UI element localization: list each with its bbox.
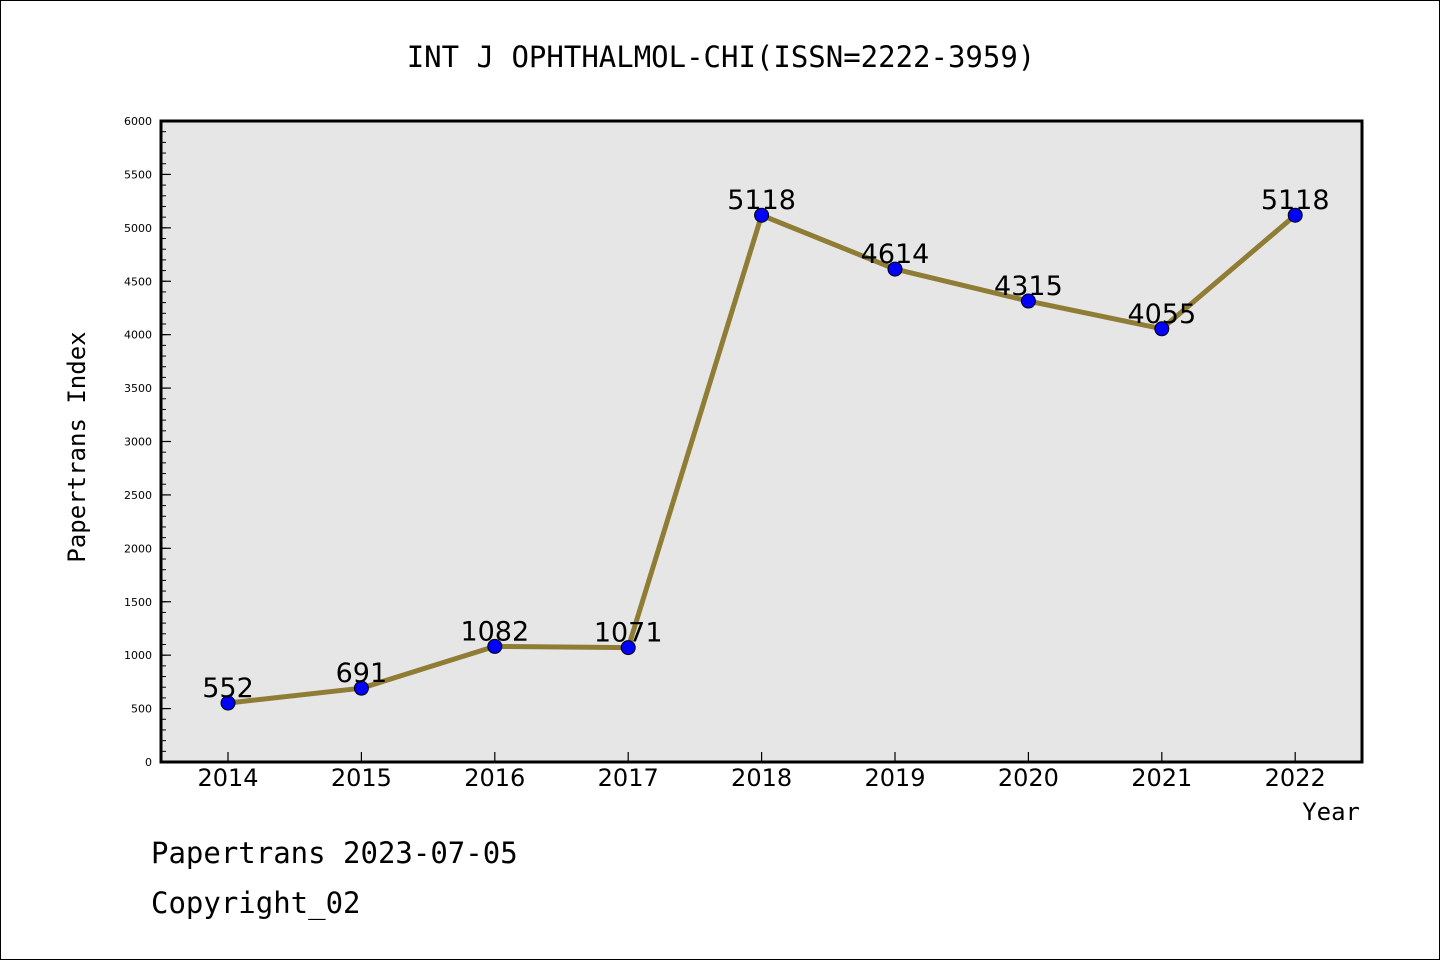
y-tick-label: 4000 (124, 329, 152, 342)
data-label: 4055 (1127, 299, 1196, 330)
data-label: 5118 (727, 185, 796, 216)
y-tick-label: 1500 (124, 596, 152, 609)
y-tick-label: 5500 (124, 168, 152, 181)
x-tick-label: 2014 (197, 764, 258, 792)
data-label: 552 (202, 673, 254, 704)
footer-date: Papertrans 2023-07-05 (151, 836, 518, 870)
y-axis: 0 500 1000 1500 2000 2500 3000 3500 4000 4500 5000… (124, 115, 171, 769)
x-tick-label: 2022 (1265, 764, 1326, 792)
x-tick-label: 2018 (731, 764, 792, 792)
chart-title: INT J OPHTHALMOL-CHI(ISSN=2222-3959) (407, 40, 1036, 74)
data-point (1020, 293, 1036, 309)
x-axis: 2014 2015 2016 2017 2018 2019 2020 2021 2022 (197, 752, 1326, 792)
y-tick-label: 1000 (124, 649, 152, 662)
data-point (220, 695, 236, 711)
x-tick-label: 2015 (331, 764, 392, 792)
data-label: 4614 (861, 239, 930, 270)
x-tick-label: 2021 (1131, 764, 1192, 792)
y-tick-label: 5000 (124, 222, 152, 235)
data-point (1154, 321, 1170, 337)
y-tick-label: 500 (131, 703, 152, 716)
data-point (620, 640, 636, 656)
data-label: 1082 (460, 616, 529, 647)
data-label: 1071 (594, 618, 663, 649)
data-point (887, 261, 903, 277)
y-tick-label: 2500 (124, 489, 152, 502)
data-point (353, 680, 369, 696)
y-tick-label: 6000 (124, 115, 152, 128)
x-tick-label: 2017 (598, 764, 659, 792)
plot-area (159, 119, 1364, 764)
x-tick-label: 2020 (998, 764, 1059, 792)
x-tick-label: 2016 (464, 764, 525, 792)
y-tick-label: 0 (145, 756, 152, 769)
data-markers (220, 207, 1303, 711)
data-point (487, 638, 503, 654)
y-axis-label: Papertrans Index (63, 331, 91, 562)
x-axis-label: Year (1302, 798, 1360, 826)
y-tick-label: 3500 (124, 382, 152, 395)
data-label: 4315 (994, 271, 1063, 302)
data-label: 691 (336, 658, 388, 689)
data-point (1287, 207, 1303, 223)
data-point (754, 207, 770, 223)
data-labels: 552 691 1082 1071 5118 4614 4315 4055 5118 (202, 185, 1329, 704)
data-label: 5118 (1261, 185, 1330, 216)
y-tick-label: 4500 (124, 275, 152, 288)
footer-copyright: Copyright_02 (151, 886, 361, 920)
y-tick-label: 3000 (124, 436, 152, 449)
x-tick-label: 2019 (864, 764, 925, 792)
y-tick-label: 2000 (124, 542, 152, 555)
